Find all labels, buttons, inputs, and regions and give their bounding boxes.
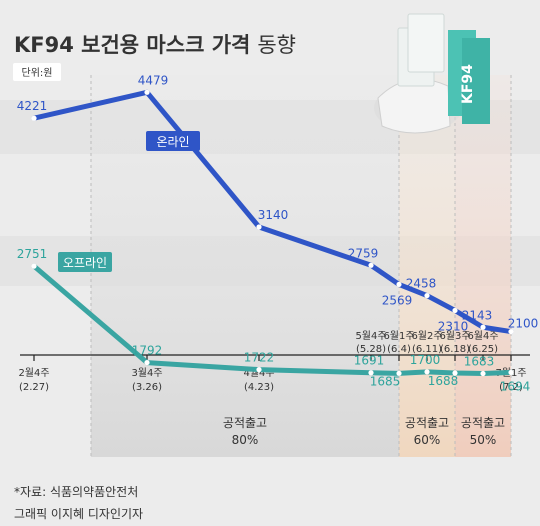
data-label-offline: 1700: [410, 353, 441, 367]
x-tick-label: 6월1주: [383, 330, 414, 342]
band-public-release-80: [91, 75, 399, 457]
data-label-offline: 1691: [354, 354, 385, 368]
data-points: [31, 89, 514, 377]
data-point-offline: [508, 369, 514, 376]
x-tick-label: 5월4주: [355, 330, 386, 342]
x-tick-label: 6월4주: [467, 330, 498, 342]
svg-text:KF94: KF94: [460, 64, 476, 104]
band-caption-title: 공적출고: [405, 416, 449, 430]
x-tick-sublabel: (7.2): [499, 382, 523, 393]
data-label-online: 2100: [508, 317, 539, 331]
band-captions: 공적출고 80% 공적출고 60% 공적출고 50%: [223, 416, 505, 447]
data-point-offline: [452, 370, 458, 376]
online-series-name: 온라인: [156, 135, 189, 149]
unit-badge: [13, 63, 61, 81]
x-tick-sublabel: (6.11): [412, 344, 442, 355]
x-tick-sublabel: (6.4): [387, 344, 411, 355]
data-label-online: 2458: [406, 277, 437, 291]
data-point-online: [256, 224, 262, 230]
band-public-release-50: [455, 75, 511, 457]
data-point-online: [368, 262, 374, 268]
data-label-offline: 1688: [428, 374, 459, 388]
data-label-online: 2143: [462, 308, 493, 322]
online-series-tag: 온라인: [146, 131, 200, 151]
data-label-offline: 1722: [244, 351, 275, 365]
offline-series-name: 오프라인: [63, 256, 107, 270]
source-note: *자료: 식품의약품안전처: [14, 484, 138, 499]
data-label-offline: 1683: [464, 355, 495, 369]
x-tick-sublabel: (3.26): [132, 382, 162, 393]
mask-illustration: KF94: [374, 13, 490, 134]
x-ticks: [33, 355, 512, 361]
x-tick-sublabel: (4.23): [244, 382, 274, 393]
chart-title: KF94 보건용 마스크 가격: [14, 33, 250, 57]
data-label-online: 4221: [17, 99, 48, 113]
x-tick-sublabel: (6.25): [468, 344, 498, 355]
data-point-offline: [31, 263, 37, 269]
x-tick-sublabel: (2.27): [19, 382, 49, 393]
data-point-offline: [480, 370, 486, 377]
data-point-online: [144, 89, 150, 95]
band-caption-title: 공적출고: [223, 416, 267, 430]
x-tick-sublabel: (5.28): [356, 344, 386, 355]
data-label-online: 2310: [438, 319, 469, 333]
data-point-offline: [256, 367, 262, 373]
data-label-online: 2569: [382, 293, 413, 307]
data-label-online: 4479: [138, 73, 169, 87]
unit-label: 단위:원: [22, 66, 53, 79]
graphic-credit: 그래픽 이지혜 디자인기자: [14, 507, 143, 521]
data-point-offline: [424, 369, 430, 375]
x-tick-label: 2월4주: [18, 367, 49, 379]
chart-subtitle: 동향: [257, 33, 296, 57]
data-point-online: [480, 324, 486, 330]
data-label-online: 3140: [258, 208, 289, 222]
data-point-offline: [368, 370, 374, 376]
x-tick-labels: 2월4주(2.27)3월4주(3.26)4월4주(4.23)5월4주(5.28)…: [18, 330, 526, 393]
band-caption-value: 80%: [232, 433, 259, 447]
data-point-online: [31, 115, 37, 121]
band-caption-value: 60%: [414, 433, 441, 447]
x-tick-label: 6월3주: [439, 330, 470, 342]
x-tick-label: 6월2주: [411, 330, 442, 342]
data-label-offline: 2751: [17, 247, 48, 261]
data-point-offline: [396, 370, 402, 376]
band-caption-value: 50%: [470, 433, 497, 447]
data-label-offline: 1685: [370, 374, 401, 388]
x-tick-sublabel: (6.18): [440, 344, 470, 355]
band-caption-title: 공적출고: [461, 416, 505, 430]
data-label-offline: 1792: [132, 344, 163, 358]
data-point-online: [396, 281, 402, 288]
band-public-release-60: [399, 75, 455, 457]
data-point-online: [508, 328, 514, 335]
band-edges: [90, 75, 512, 457]
data-label-offline: 1694: [500, 379, 531, 393]
x-tick-label: 3월4주: [131, 367, 162, 379]
data-point-offline: [144, 359, 150, 366]
data-point-online: [452, 307, 458, 314]
data-point-online: [424, 292, 430, 299]
data-label-online: 2759: [348, 246, 379, 260]
offline-series-tag: 오프라인: [58, 252, 112, 272]
